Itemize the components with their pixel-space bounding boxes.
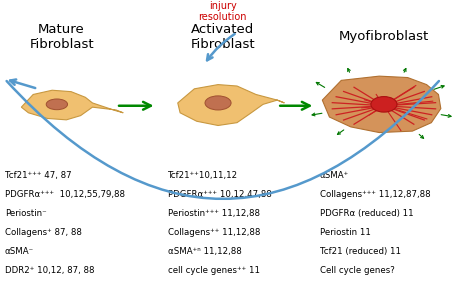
Text: PDGFRα⁺⁺⁺ 10,12,47,88: PDGFRα⁺⁺⁺ 10,12,47,88: [168, 190, 272, 199]
Text: Cell cycle genes?: Cell cycle genes?: [320, 266, 395, 276]
Text: injury
resolution: injury resolution: [199, 1, 247, 22]
Text: PDGFRα (reduced) 11: PDGFRα (reduced) 11: [320, 209, 414, 218]
FancyArrowPatch shape: [207, 34, 235, 60]
Text: DDR2⁺ 10,12, 87, 88: DDR2⁺ 10,12, 87, 88: [5, 266, 94, 276]
Text: Collagens⁺⁺⁺ 11,12,87,88: Collagens⁺⁺⁺ 11,12,87,88: [320, 190, 430, 199]
Text: Myofibroblast: Myofibroblast: [339, 30, 429, 43]
Text: Tcf21 (reduced) 11: Tcf21 (reduced) 11: [320, 247, 401, 256]
Text: Activated
Fibroblast: Activated Fibroblast: [191, 23, 255, 51]
FancyArrowPatch shape: [10, 80, 35, 88]
Text: Periostin⁻: Periostin⁻: [5, 209, 46, 218]
Text: αSMA⁺ⁿ 11,12,88: αSMA⁺ⁿ 11,12,88: [168, 247, 242, 256]
PathPatch shape: [21, 90, 123, 120]
Text: αSMA⁻: αSMA⁻: [5, 247, 34, 256]
Ellipse shape: [371, 96, 397, 112]
Text: Tcf21⁺⁺10,11,12: Tcf21⁺⁺10,11,12: [168, 171, 238, 180]
Text: Periostin 11: Periostin 11: [320, 228, 371, 237]
Text: cell cycle genes⁺⁺ 11: cell cycle genes⁺⁺ 11: [168, 266, 260, 276]
Text: αSMA⁺: αSMA⁺: [320, 171, 349, 180]
FancyArrowPatch shape: [119, 102, 151, 110]
Text: Tcf21⁺⁺⁺ 47, 87: Tcf21⁺⁺⁺ 47, 87: [5, 171, 72, 180]
Text: Collagens⁺⁺ 11,12,88: Collagens⁺⁺ 11,12,88: [168, 228, 261, 237]
Text: PDGFRα⁺⁺⁺  10,12,55,79,88: PDGFRα⁺⁺⁺ 10,12,55,79,88: [5, 190, 125, 199]
Ellipse shape: [46, 99, 67, 110]
Ellipse shape: [205, 96, 231, 110]
FancyArrowPatch shape: [280, 102, 310, 110]
Text: Collagens⁺ 87, 88: Collagens⁺ 87, 88: [5, 228, 82, 237]
FancyArrowPatch shape: [7, 81, 439, 199]
Text: Periostin⁺⁺⁺ 11,12,88: Periostin⁺⁺⁺ 11,12,88: [168, 209, 260, 218]
PathPatch shape: [178, 85, 284, 125]
Text: Mature
Fibroblast: Mature Fibroblast: [29, 23, 94, 51]
PathPatch shape: [322, 76, 441, 133]
